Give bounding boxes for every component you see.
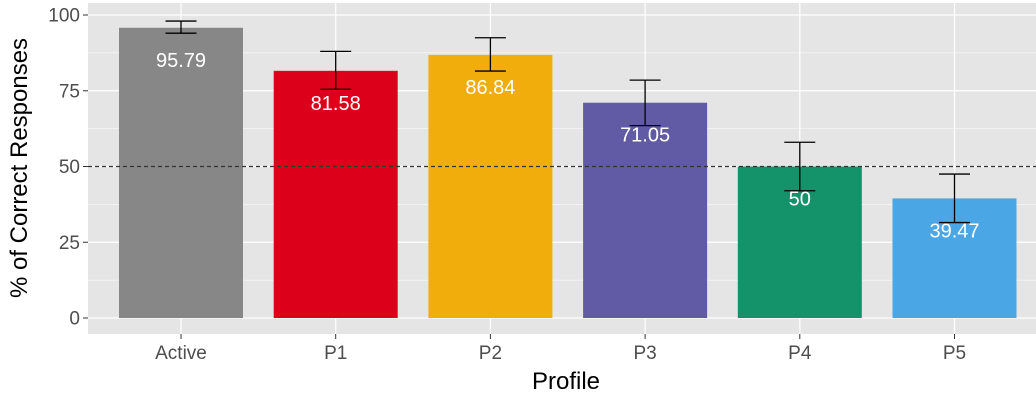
error-bars (165, 20, 970, 224)
data-label: 86.84 (465, 77, 515, 99)
data-label: 50 (789, 189, 811, 211)
x-axis: Active P1 P2 P3 P4 P5 (155, 334, 966, 364)
bar-p1 (273, 70, 398, 319)
minor-gridlines (88, 52, 1036, 281)
bar-active (119, 27, 243, 319)
data-label: 95.79 (156, 50, 206, 72)
x-tick-label: P1 (324, 343, 347, 364)
x-tick-label: P2 (479, 343, 502, 364)
data-label: 71.05 (620, 125, 670, 147)
y-tick-label: 75 (59, 81, 80, 102)
y-axis: 0 25 50 75 100 (48, 6, 88, 330)
bar-p3 (583, 102, 708, 318)
y-tick-label: 25 (59, 233, 80, 254)
data-label: 81.58 (311, 93, 361, 115)
bar-p4 (737, 166, 862, 318)
y-axis-title: % of Correct Responses (6, 38, 33, 298)
x-tick-label: P5 (943, 343, 966, 364)
y-tick-label: 0 (69, 309, 80, 330)
x-axis-title: Profile (532, 368, 600, 394)
x-tick-label: P4 (788, 343, 812, 364)
x-tick-label: P3 (633, 343, 656, 364)
y-tick-label: 100 (48, 6, 80, 27)
y-tick-label: 50 (59, 157, 80, 178)
data-labels: 95.79 81.58 86.84 71.05 50 39.47 (156, 50, 980, 243)
bar-p2 (428, 54, 553, 318)
plot-panel (88, 3, 1036, 334)
x-tick-label: Active (155, 343, 207, 364)
data-label: 39.47 (929, 220, 979, 242)
bars (119, 27, 1017, 319)
